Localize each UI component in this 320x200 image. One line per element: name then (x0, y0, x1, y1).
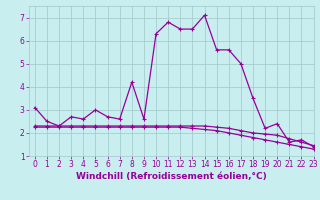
X-axis label: Windchill (Refroidissement éolien,°C): Windchill (Refroidissement éolien,°C) (76, 172, 267, 181)
